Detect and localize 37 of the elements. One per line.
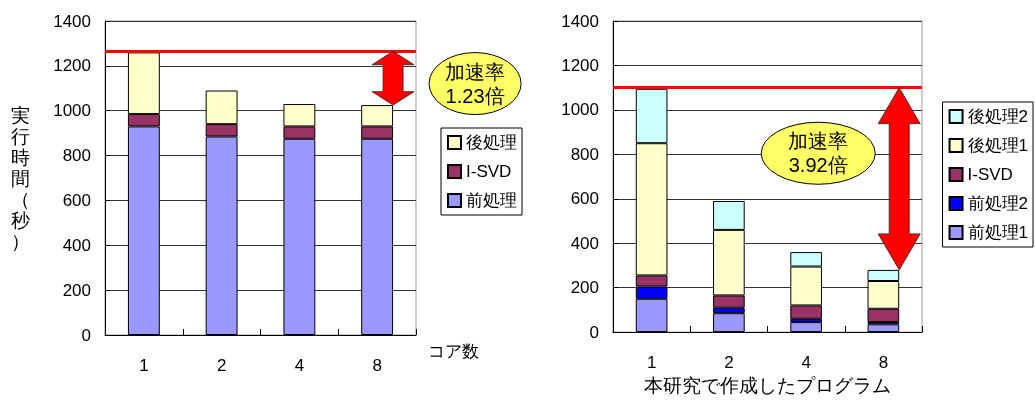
y-tick-label: 1000 (561, 100, 599, 120)
y-tick-label: 1400 (53, 11, 91, 31)
y-tick-label: 0 (589, 322, 599, 342)
y-tick-label: 1200 (561, 55, 599, 75)
x-tick-label: 8 (372, 356, 382, 375)
annotation: 加速率 3.92倍 (788, 129, 849, 178)
y-axis-title: 実行時間（秒） (10, 104, 30, 252)
legend-label: 前処理2 (967, 194, 1029, 213)
legend-label: 後処理2 (967, 107, 1029, 126)
y-tick-label: 1000 (53, 101, 91, 121)
y-tick-label: 1200 (53, 56, 91, 76)
y-tick-label: 800 (570, 144, 599, 164)
legend-label: 後処理1 (967, 136, 1029, 155)
y-tick-label: 200 (62, 280, 91, 300)
x-axis-title: 本研究で作成したプログラム (644, 375, 891, 396)
y-tick-label: 0 (81, 325, 91, 345)
legend-label: 前処理 (466, 191, 517, 210)
y-tick-label: 800 (62, 146, 91, 166)
y-tick-label: 400 (62, 235, 91, 255)
x-tick-label: 2 (724, 353, 734, 373)
legend-label: I-SVD (967, 165, 1013, 184)
text: 加速率 1.23倍 (445, 59, 506, 108)
y-tick-label: 1400 (561, 11, 599, 31)
x-tick-label: 8 (878, 353, 889, 373)
legend-label: 前処理1 (967, 223, 1029, 242)
x-tick-label: 4 (801, 353, 811, 373)
y-tick-label: 400 (570, 233, 599, 253)
x-tick-label: 1 (139, 356, 149, 375)
y-tick-label: 200 (570, 278, 599, 298)
x-tick-label: 2 (216, 356, 227, 375)
x-tick-label: 4 (294, 356, 305, 375)
y-tick-label: 600 (62, 190, 91, 210)
legend-label: 後処理 (466, 133, 517, 152)
x-tick-label: 1 (646, 353, 657, 373)
y-tick-label: 600 (570, 189, 599, 209)
x-axis-title: コア数 (428, 342, 479, 361)
legend-label: I-SVD (466, 162, 512, 181)
